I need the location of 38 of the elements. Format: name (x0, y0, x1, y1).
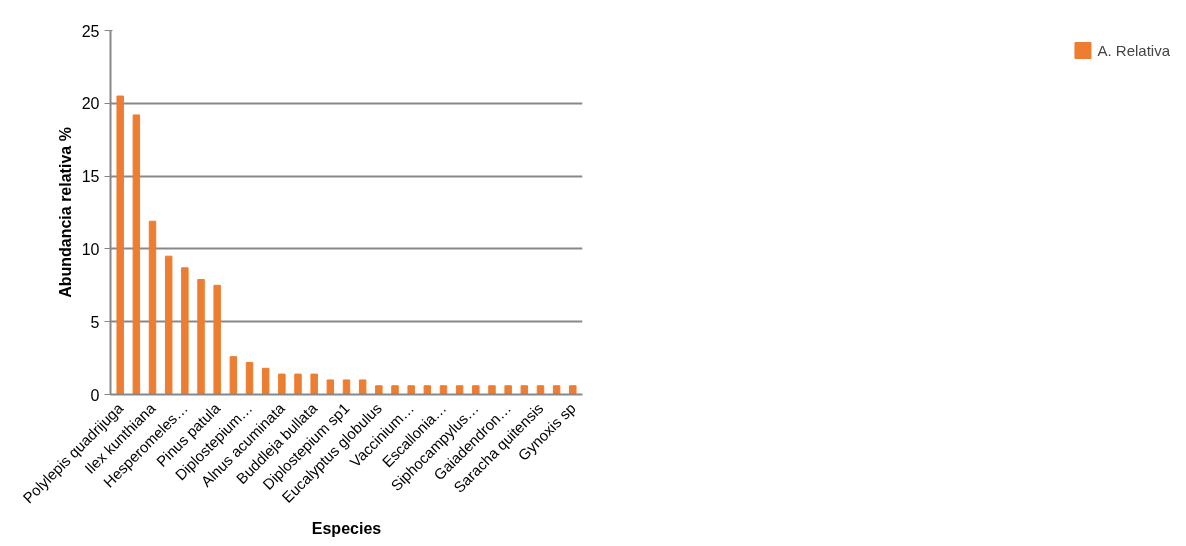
bar (245, 361, 254, 395)
y-tick-label: 10 (81, 240, 100, 258)
y-axis-title: Abundancia relativa % (56, 127, 74, 298)
bar (423, 385, 432, 395)
legend-label: A. Relativa (1097, 41, 1170, 59)
y-tick-label: 5 (90, 313, 100, 331)
bar (504, 385, 512, 395)
y-tick-label: 25 (81, 22, 100, 40)
bar (472, 385, 480, 395)
bar (181, 267, 189, 395)
y-tick-label: 0 (90, 386, 100, 404)
bar (213, 284, 221, 395)
bar (342, 379, 351, 395)
bar (407, 385, 415, 395)
bar (310, 373, 318, 395)
bar (455, 385, 464, 395)
bar (520, 385, 529, 395)
bar (569, 385, 577, 395)
bar (326, 379, 335, 395)
bar (439, 385, 448, 395)
bar (375, 385, 383, 395)
bar (132, 114, 141, 395)
bar (229, 356, 238, 395)
bar (358, 379, 367, 395)
y-tick-label: 15 (81, 168, 100, 186)
bar (261, 367, 270, 395)
bar (197, 278, 205, 395)
bar (116, 95, 124, 395)
bar (148, 220, 157, 395)
bar (391, 385, 399, 395)
bar (488, 385, 496, 395)
x-axis-title: Especies (311, 520, 382, 538)
y-tick-label: 20 (81, 95, 100, 113)
bar (278, 373, 286, 395)
bar (294, 373, 302, 395)
bar (536, 385, 545, 395)
bar (552, 385, 561, 395)
bar (164, 255, 173, 395)
